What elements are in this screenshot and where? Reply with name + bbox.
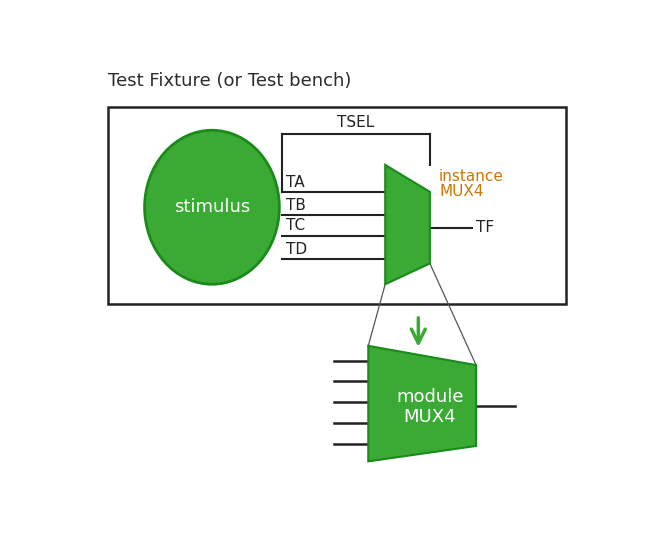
Text: TB: TB	[286, 198, 306, 213]
Text: TF: TF	[476, 220, 494, 235]
Text: Test Fixture (or Test bench): Test Fixture (or Test bench)	[108, 72, 352, 91]
Polygon shape	[385, 165, 430, 284]
Ellipse shape	[145, 130, 279, 284]
Text: instance: instance	[439, 169, 504, 184]
Text: stimulus: stimulus	[174, 198, 250, 216]
Text: TA: TA	[286, 174, 304, 190]
Text: TC: TC	[286, 218, 305, 233]
Bar	[108, 107, 566, 303]
Text: TD: TD	[286, 241, 307, 256]
Text: module: module	[396, 388, 464, 407]
Text: MUX4: MUX4	[404, 408, 456, 427]
Polygon shape	[368, 346, 476, 461]
Text: TSEL: TSEL	[338, 115, 374, 130]
Text: MUX4: MUX4	[439, 184, 484, 199]
